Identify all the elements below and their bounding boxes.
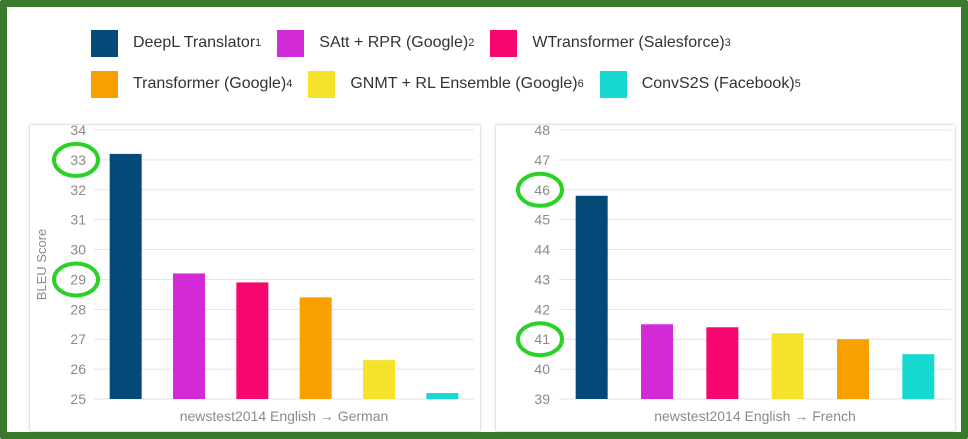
y-tick-label: 33 xyxy=(70,152,86,168)
y-tick-label: 29 xyxy=(70,271,86,287)
y-tick-label: 41 xyxy=(534,331,550,347)
legend-swatch xyxy=(91,29,118,57)
y-tick-label: 28 xyxy=(70,301,86,317)
y-tick-label: 31 xyxy=(70,212,86,228)
legend-label: Transformer (Google) xyxy=(133,75,287,92)
legend-label: WTransformer (Salesforce) xyxy=(532,34,725,51)
legend-item: WTransformer (Salesforce) 3 xyxy=(490,29,731,57)
y-tick-label: 42 xyxy=(534,301,550,317)
chart-legend: DeepL Translator 1 SAtt + RPR (Google) 2 WTr… xyxy=(91,29,961,98)
legend-item: SAtt + RPR (Google) 2 xyxy=(277,29,474,57)
y-tick-label: 40 xyxy=(534,361,550,377)
highlight-circle xyxy=(516,171,564,208)
chart-panel-english-french: 39 40 41 42 43 44 45 46 47 48 newstest2014 English… xyxy=(495,124,956,432)
y-tick-label: 46 xyxy=(534,182,550,198)
y-tick-label: 30 xyxy=(70,242,86,258)
legend-item: Transformer (Google) 4 xyxy=(91,70,292,98)
bar xyxy=(641,324,673,399)
chart-panel-english-german: 25 26 27 28 29 30 31 32 33 34 newstest2014 English… xyxy=(29,124,481,432)
x-axis-label: newstest2014 English → German xyxy=(180,408,389,424)
bar xyxy=(706,327,739,399)
y-tick-label: 47 xyxy=(534,152,550,168)
y-axis-label: BLEU Score xyxy=(34,229,49,301)
legend-label: DeepL Translator xyxy=(133,34,256,51)
y-tick-label: 32 xyxy=(70,182,86,198)
legend-item: ConvS2S (Facebook) 5 xyxy=(599,70,801,98)
bar-chart-english-german: 25 26 27 28 29 30 31 32 33 34 newstest2014 English… xyxy=(34,125,474,424)
legend-swatch xyxy=(91,70,118,98)
highlight-circle xyxy=(52,141,100,178)
highlight-circle xyxy=(516,321,564,358)
y-tick-label: 26 xyxy=(70,361,86,377)
legend-swatch xyxy=(490,29,518,57)
bar xyxy=(575,195,608,399)
bar xyxy=(902,354,935,399)
legend-swatch xyxy=(308,70,336,98)
x-axis-label: newstest2014 English → French xyxy=(654,408,856,424)
y-tick-label: 34 xyxy=(70,125,86,138)
bar xyxy=(109,153,142,399)
bar-chart-english-french: 39 40 41 42 43 44 45 46 47 48 newstest2014 English… xyxy=(516,125,951,424)
legend-swatch xyxy=(277,29,305,57)
bar xyxy=(236,282,269,399)
legend-label: SAtt + RPR (Google) xyxy=(319,34,469,51)
legend-item: DeepL Translator 1 xyxy=(91,29,261,57)
bar xyxy=(173,273,205,399)
y-tick-label: 43 xyxy=(534,271,550,287)
bar xyxy=(363,360,395,399)
y-tick-label: 48 xyxy=(534,125,550,138)
y-tick-label: 44 xyxy=(534,242,550,258)
legend-label: ConvS2S (Facebook) xyxy=(641,75,795,92)
highlight-circle xyxy=(52,261,100,298)
legend-label: GNMT + RL Ensemble (Google) xyxy=(350,75,578,92)
bar xyxy=(426,393,459,399)
legend-item: GNMT + RL Ensemble (Google) 6 xyxy=(308,70,584,98)
y-tick-label: 25 xyxy=(70,391,86,407)
y-tick-label: 39 xyxy=(534,391,550,407)
bar xyxy=(299,297,332,399)
y-tick-label: 45 xyxy=(534,212,550,228)
bar xyxy=(771,333,804,399)
legend-swatch xyxy=(599,70,627,98)
y-tick-label: 27 xyxy=(70,331,86,347)
bar xyxy=(837,339,869,399)
